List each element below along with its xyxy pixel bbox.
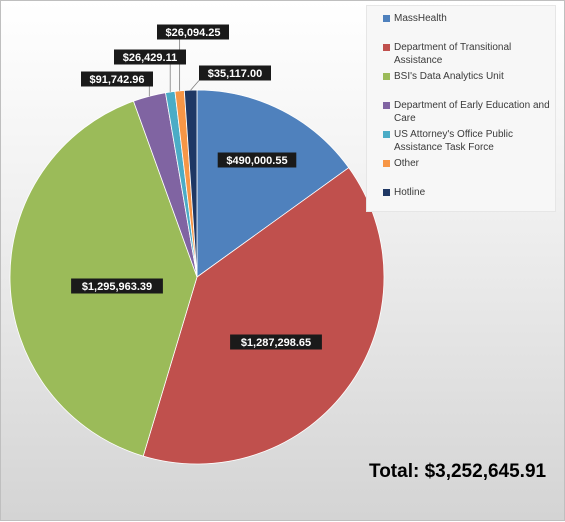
pie-slice-masshealth [196, 89, 350, 278]
legend-swatch-attorneys-office [383, 131, 390, 138]
legend-swatch-masshealth [383, 15, 390, 22]
data-label-data-analytics: $1,295,963.39 [82, 281, 152, 293]
legend-label-transitional-assistance: Department of Transitional Assistance [394, 42, 512, 66]
data-label-box-other [157, 24, 229, 40]
data-label-hotline: $35,117.00 [208, 68, 262, 80]
legend-label-early-education: Department of Early Education and Care [394, 100, 550, 124]
legend-label-masshealth: MassHealth [394, 13, 447, 24]
pie-slice-transitional-assistance [142, 167, 385, 465]
data-label-box-hotline [199, 65, 271, 81]
data-label-masshealth: $490,000.55 [226, 155, 287, 167]
data-label-box-attorneys-office [114, 49, 186, 65]
data-label-attorneys-office: $26,429.11 [123, 52, 177, 64]
legend-swatch-transitional-assistance [383, 44, 390, 51]
data-label-box-data-analytics [71, 278, 163, 294]
data-label-box-early-education [81, 71, 153, 87]
legend-label-hotline: Hotline [394, 187, 426, 198]
data-label-other: $26,094.25 [165, 27, 220, 39]
data-label-transitional-assistance: $1,287,298.65 [241, 337, 311, 349]
data-label-box-masshealth [217, 152, 297, 168]
legend-swatch-other [383, 160, 390, 167]
legend-label-other: Other [394, 158, 420, 169]
legend-label-data-analytics: BSI's Data Analytics Unit [394, 71, 504, 82]
legend-swatch-data-analytics [383, 73, 390, 80]
data-label-box-transitional-assistance [230, 334, 322, 350]
legend-swatch-early-education [383, 102, 390, 109]
data-label-early-education: $91,742.96 [89, 74, 144, 86]
total-label: Total: $3,252,645.91 [369, 461, 547, 482]
chart-legend: MassHealth Department of Transitional As… [366, 5, 556, 212]
legend-label-attorneys-office: US Attorney's Office Public Assistance T… [394, 129, 513, 153]
pie-slice-hotline [183, 89, 198, 278]
legend-swatch-hotline [383, 189, 390, 196]
leader-line-hotline [190, 80, 200, 91]
